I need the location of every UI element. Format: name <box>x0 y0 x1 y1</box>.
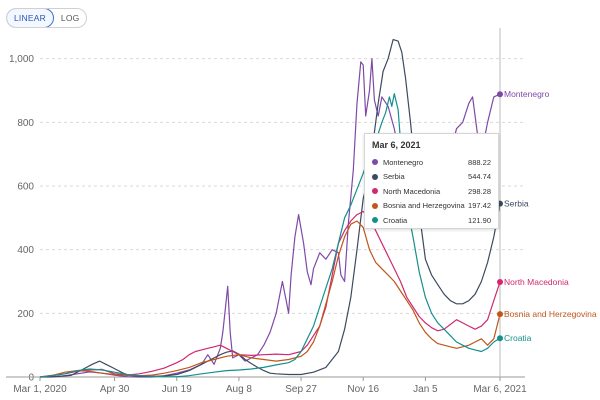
x-tick-label: Jan 5 <box>413 384 438 395</box>
legend-dot-icon <box>372 188 378 195</box>
end-label-croatia: Croatia <box>504 333 532 343</box>
end-label-bosnia-and-herzegovina: Bosnia and Herzegovina <box>504 309 597 319</box>
y-tick-label: 600 <box>17 181 34 192</box>
log-scale-button[interactable]: LOG <box>60 13 80 23</box>
y-tick-label: 1,000 <box>9 54 34 65</box>
tooltip-row: North Macedonia 298.28 <box>372 184 491 199</box>
tooltip-row: Montenegro 888.22 <box>372 155 491 170</box>
x-tick-label: Aug 8 <box>226 384 253 395</box>
series-end-markers: Montenegro Serbia North Macedonia Bosnia an… <box>497 89 597 343</box>
linear-scale-button[interactable]: LINEAR <box>7 9 54 27</box>
x-axis-labels: Mar 1, 2020 Apr 30 Jun 19 Aug 8 Sep 27 Nov 16… <box>13 377 527 395</box>
tooltip-country: Bosnia and Herzegovina <box>383 201 465 211</box>
x-tick-label: Jun 19 <box>162 384 192 395</box>
y-tick-label: 800 <box>17 118 34 129</box>
tooltip-row: Serbia 544.74 <box>372 170 491 185</box>
tooltip-country: Montenegro <box>383 157 424 167</box>
legend-dot-icon <box>372 217 378 224</box>
y-axis-labels: 0 200 400 600 800 1,000 <box>9 54 34 383</box>
legend-dot-icon <box>372 202 378 209</box>
end-label-montenegro: Montenegro <box>504 89 550 99</box>
end-marker-croatia[interactable] <box>497 335 503 342</box>
tooltip-country: North Macedonia <box>383 186 441 196</box>
x-tick-label: Mar 1, 2020 <box>13 384 67 395</box>
tooltip-value: 197.42 <box>468 201 491 211</box>
tooltip-value: 888.22 <box>468 157 491 167</box>
tooltip-rows: Montenegro 888.22 Serbia 544.74 North Macedo… <box>372 155 491 228</box>
legend-dot-icon <box>372 173 378 180</box>
end-label-serbia: Serbia <box>504 199 529 209</box>
tooltip-value: 298.28 <box>468 186 491 196</box>
chart-tooltip: Mar 6, 2021 Montenegro 888.22 Serbia 544.74… <box>364 133 499 229</box>
series-line-bosnia-and-herzegovina[interactable] <box>39 220 501 378</box>
end-marker-bosnia-and-herzegovina[interactable] <box>497 311 503 318</box>
tooltip-country: Serbia <box>383 172 405 182</box>
tooltip-country: Croatia <box>383 215 408 225</box>
tooltip-date: Mar 6, 2021 <box>372 140 421 150</box>
x-tick-label: Apr 30 <box>100 384 130 395</box>
tooltip-row: Croatia 121.90 <box>372 213 491 228</box>
x-tick-label: Sep 27 <box>285 384 317 395</box>
legend-dot-icon <box>372 159 378 166</box>
x-tick-label: Nov 16 <box>347 384 379 395</box>
series-line-croatia[interactable] <box>39 93 501 378</box>
tooltip-row: Bosnia and Herzegovina 197.42 <box>372 199 491 214</box>
series-line-north-macedonia[interactable] <box>39 210 501 378</box>
y-tick-label: 400 <box>17 245 34 256</box>
x-tick-label: Mar 6, 2021 <box>473 384 527 395</box>
end-marker-montenegro[interactable] <box>497 91 503 98</box>
end-marker-north-macedonia[interactable] <box>497 279 503 286</box>
end-label-north-macedonia: North Macedonia <box>504 277 569 287</box>
y-tick-label: 0 <box>28 373 34 384</box>
tooltip-value: 544.74 <box>468 172 491 182</box>
y-tick-label: 200 <box>17 309 34 320</box>
scale-toggle: LINEAR LOG <box>6 8 88 28</box>
tooltip-value: 121.90 <box>468 215 491 225</box>
